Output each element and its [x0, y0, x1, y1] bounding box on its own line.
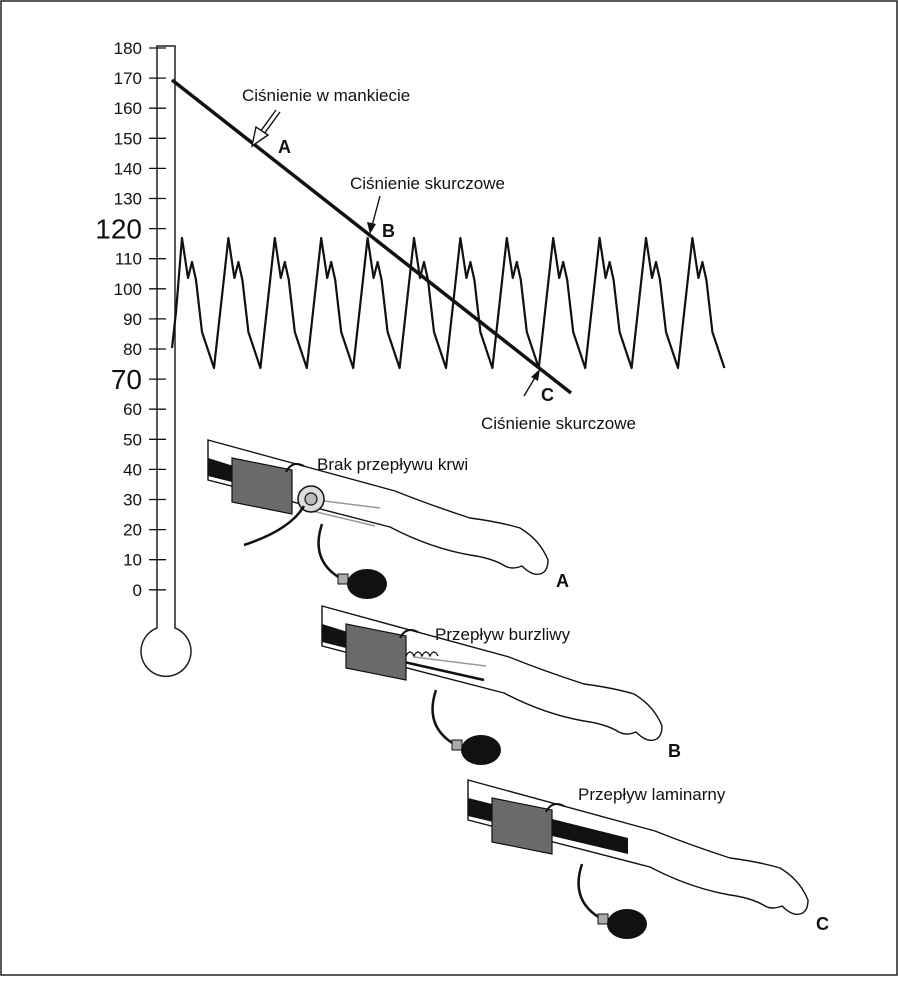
cuff-pressure-label: Ciśnienie w mankiecie	[242, 86, 410, 105]
vessel-line	[413, 656, 487, 667]
systolic-pressure-label-c: Ciśnienie skurczowe	[481, 414, 636, 433]
artery-line	[403, 660, 485, 682]
scale-tick-label: 120	[95, 214, 142, 245]
scale-tick-label: 170	[114, 69, 142, 88]
scale-tick-label: 0	[133, 581, 142, 600]
scale-tick-label: 20	[123, 521, 142, 540]
point-b-label: B	[382, 221, 395, 241]
scale-tick-label: 10	[123, 551, 142, 570]
cuff	[231, 457, 293, 515]
manometer-scale: 1801701601501401301201101009080706050403…	[95, 39, 192, 678]
pulse-waveform	[170, 236, 726, 370]
systolic-pressure-label-b: Ciśnienie skurczowe	[350, 174, 505, 193]
arm-a-letter: A	[556, 571, 569, 591]
point-c-label: C	[541, 385, 554, 405]
arrow-c-icon	[523, 369, 540, 397]
arm-illustration-a: Brak przepływu krwi A	[207, 439, 569, 599]
scale-tick-label: 80	[123, 340, 142, 359]
arm-c-letter: C	[816, 914, 829, 934]
cuff-loop	[285, 463, 305, 473]
cuff	[345, 623, 407, 681]
arrow-b-icon	[367, 195, 381, 234]
bulb-tube	[431, 689, 455, 746]
scale-tick-label: 70	[111, 364, 142, 395]
pump-bulb-icon	[607, 909, 647, 939]
bulb-valve	[597, 913, 609, 925]
scale-tick-label: 180	[114, 39, 142, 58]
turbulence-icon	[405, 651, 439, 658]
cuff-loop	[399, 629, 419, 639]
arm-b-letter: B	[668, 741, 681, 761]
pump-bulb-icon	[461, 735, 501, 765]
pump-bulb-icon	[347, 569, 387, 599]
manometer-tube	[140, 45, 192, 678]
stethoscope-center-icon	[304, 492, 318, 506]
scale-tick-label: 30	[123, 491, 142, 510]
arm-c-flow-label: Przepływ laminarny	[578, 785, 726, 804]
bulb-valve	[337, 573, 349, 585]
bulb-tube	[317, 523, 341, 580]
point-a-label: A	[278, 137, 291, 157]
cuff-loop	[545, 803, 565, 813]
arm-b-flow-label: Przepływ burzliwy	[435, 625, 571, 644]
scale-tick-label: 140	[114, 159, 142, 178]
scale-tick-label: 110	[115, 250, 142, 269]
bulb-tube	[577, 863, 601, 920]
arm-illustration-c: Przepływ laminarny C	[467, 779, 829, 939]
scale-tick-label: 150	[114, 129, 142, 148]
scale-tick-label: 130	[114, 190, 142, 209]
scale-tick-label: 160	[114, 99, 142, 118]
stethoscope-tube	[243, 505, 306, 547]
arm-illustration-b: Przepływ burzliwy B	[321, 605, 681, 765]
scale-tick-label: 40	[123, 460, 142, 479]
arm-a-flow-label: Brak przepływu krwi	[317, 455, 468, 474]
arm-outline	[321, 605, 663, 742]
scale-tick-label: 100	[114, 280, 142, 299]
scale-tick-label: 90	[123, 310, 142, 329]
scale-ticks: 1801701601501401301201101009080706050403…	[95, 39, 166, 600]
cuff	[491, 797, 553, 855]
bulb-valve	[451, 739, 463, 751]
cuff-pressure-line	[170, 78, 573, 395]
scale-tick-label: 60	[123, 400, 142, 419]
scale-tick-label: 50	[123, 430, 142, 449]
arrow-a-icon	[250, 109, 281, 148]
arm-outline	[467, 779, 809, 916]
